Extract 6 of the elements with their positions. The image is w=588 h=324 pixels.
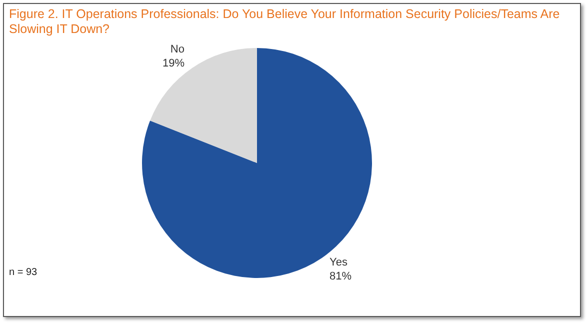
text: n = 93 bbox=[9, 267, 38, 278]
data-label: 19% bbox=[162, 57, 185, 70]
slice-label: Yes bbox=[330, 256, 348, 269]
slice-label: No bbox=[170, 43, 184, 56]
chart-title: Figure 2. IT Operations Professionals: Do You Believe Your Information Security Policies/Teams Are Slowing IT Down? bbox=[9, 7, 561, 37]
data-label: 81% bbox=[330, 270, 352, 283]
